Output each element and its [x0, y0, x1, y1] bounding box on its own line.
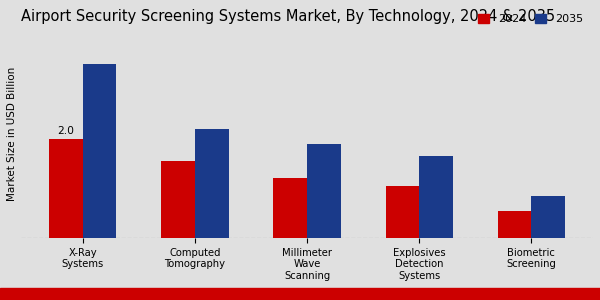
Text: 2.0: 2.0: [58, 126, 74, 136]
Bar: [83, 64, 116, 238]
Y-axis label: Market Size in USD Billion: Market Size in USD Billion: [7, 67, 17, 201]
Legend: 2024, 2035: 2024, 2035: [473, 10, 587, 28]
Bar: [307, 144, 341, 238]
Bar: [386, 186, 419, 238]
Bar: [532, 196, 565, 238]
Bar: [498, 211, 532, 238]
Bar: [161, 161, 195, 238]
Bar: [419, 156, 453, 238]
Bar: [274, 178, 307, 238]
Text: Airport Security Screening Systems Market, By Technology, 2024 & 2035: Airport Security Screening Systems Marke…: [21, 9, 555, 24]
Bar: [195, 129, 229, 238]
Bar: [49, 139, 83, 238]
